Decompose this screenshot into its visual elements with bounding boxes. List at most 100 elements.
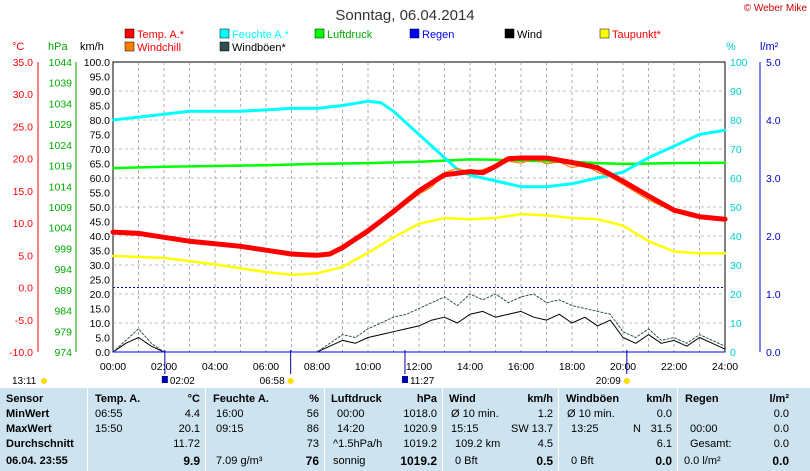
stats-cell: 109.2 km [455, 438, 501, 450]
legend-label: Luftdruck [327, 29, 373, 41]
stats-wind-column: Wind km/h Ø 10 min. 1.2 15:15 SW 13.7 10… [442, 388, 558, 471]
wind-tick-label: 45.0 [90, 217, 111, 229]
series-line-temp-a [110, 155, 728, 258]
stats-cell: 0.0 [773, 438, 789, 450]
time-tick-label: 06:00 [253, 361, 279, 373]
rain-tick-label: 0.0 [766, 347, 781, 359]
wind-tick-label: 25.0 [90, 275, 111, 287]
wind-tick-label: 0.0 [95, 347, 110, 359]
wind-tick-label: 100.0 [84, 57, 110, 69]
wind-tick-label: 55.0 [90, 188, 111, 200]
stats-cell: 4.4 [184, 408, 200, 420]
axes-group: 35.0 30.0 25.0 20.0 15.0 10.0 5.0 0.0 -5.0 -10.0 1… [9, 57, 781, 373]
stats-cell: ^1.5hPa/h [333, 438, 383, 450]
temp-unit-label: °C [12, 41, 24, 53]
stats-current-value: 0.0 [772, 454, 789, 468]
stats-cell: 31.5 [650, 423, 672, 435]
humidity-tick-label: 30 [730, 260, 742, 272]
stats-cell: 7.09 g/m³ [216, 455, 263, 467]
humidity-tick-label: 70 [730, 144, 742, 156]
legend-label: Regen [422, 29, 454, 41]
rain-tick-label: 5.0 [766, 57, 781, 69]
wind-tick-label: 75.0 [90, 130, 111, 142]
stats-rain-column: Regen l/m² 0.0 00:00 0.0 Gesamt: 0.0 0.0… [677, 388, 794, 471]
rain-tick-label: 2.0 [766, 231, 781, 243]
wind-tick-label: 15.0 [90, 304, 111, 316]
stats-gusts-unit: km/h [646, 393, 672, 405]
pressure-unit-label: hPa [48, 41, 68, 53]
stats-cell: 11.72 [173, 438, 200, 450]
pressure-tick-label: 999 [54, 243, 72, 255]
humidity-tick-label: 80 [730, 115, 742, 127]
marker-time-label: 20:09 [596, 376, 621, 387]
stats-cell: sonnig [333, 455, 366, 467]
pressure-tick-label: 1004 [49, 223, 73, 235]
stats-cell: 1019.2 [403, 438, 437, 450]
time-tick-label: 08:00 [304, 361, 330, 373]
stats-cell: 1.2 [537, 408, 553, 420]
stats-cell: 15:50 [95, 423, 123, 435]
stats-humidity-column: Feuchte A. % 16:00 56 09:15 86 73 7.09 g… [205, 388, 324, 471]
pressure-tick-label: 984 [54, 306, 72, 318]
rain-unit-label: l/m² [760, 41, 779, 53]
pressure-tick-label: 994 [54, 264, 72, 276]
humidity-tick-label: 50 [730, 202, 742, 214]
sun-icon [287, 378, 294, 384]
legend-swatch [219, 41, 230, 52]
moon-icon [161, 376, 168, 383]
series-line-taupunkt [111, 212, 727, 276]
time-tick-label: 20:00 [610, 361, 636, 373]
humidity-tick-label: 40 [730, 231, 742, 243]
stats-cell: 15:15 [451, 423, 479, 435]
time-tick-label: 18:00 [559, 361, 585, 373]
legend-label: Windchill [137, 42, 181, 54]
legend-label: Temp. A.* [137, 29, 185, 41]
time-tick-label: 10:00 [355, 361, 381, 373]
stats-cell: 20.1 [178, 423, 200, 435]
stats-temp-column: Temp. A. °C 06:55 4.4 15:50 20.1 11.72 9… [87, 388, 205, 471]
stats-cell: 14:20 [337, 423, 365, 435]
stats-cell: N [633, 423, 641, 435]
wind-tick-label: 30.0 [90, 260, 111, 272]
pressure-tick-label: 974 [54, 347, 72, 359]
series-line-luftdruck [111, 158, 727, 170]
wind-tick-label: 5.0 [95, 333, 110, 345]
temp-tick-label: 30.0 [13, 89, 34, 101]
copyright-text: © Weber Mike [744, 3, 808, 14]
stats-cell: Gesamt: [690, 438, 732, 450]
wind-tick-label: 35.0 [90, 246, 111, 258]
stats-current-value: 0.0 [655, 454, 672, 468]
stats-cell: 09:15 [216, 423, 244, 435]
humidity-tick-label: 10 [730, 318, 742, 330]
temp-tick-label: 15.0 [13, 186, 34, 198]
time-tick-label: 12:00 [406, 361, 432, 373]
sun-icon [623, 378, 630, 384]
time-tick-label: 22:00 [661, 361, 687, 373]
stats-wind-header: Wind [449, 393, 476, 405]
stats-cell: 4.5 [537, 438, 553, 450]
time-markers: 13:11 02:02 06:58 11:27 20:09 [12, 350, 630, 387]
time-tick-label: 00:00 [100, 361, 126, 373]
stats-current-value: 0.5 [536, 454, 553, 468]
chart-title: Sonntag, 06.04.2014 [335, 7, 474, 24]
stats-sensor-header: Sensor [6, 393, 44, 405]
wind-tick-label: 95.0 [90, 72, 111, 84]
wind-tick-label: 20.0 [90, 289, 111, 301]
stats-rain-unit: l/m² [769, 393, 789, 405]
stats-cell: 56 [306, 408, 319, 420]
stats-sensor-column: Sensor MinWert MaxWert Durchschnitt 06.0… [0, 388, 86, 471]
stats-temp-header: Temp. A. [95, 393, 141, 405]
wind-tick-label: 85.0 [90, 101, 111, 113]
stats-humidity-unit: % [309, 393, 319, 405]
stats-gusts-header: Windböen [566, 393, 620, 405]
legend-swatch [124, 41, 135, 52]
stats-pressure-header: Luftdruck [331, 393, 382, 405]
wind-tick-label: 50.0 [90, 202, 111, 214]
temp-tick-label: 35.0 [13, 57, 34, 69]
pressure-tick-label: 1034 [49, 98, 73, 110]
stats-rain-header: Regen [685, 393, 719, 405]
stats-gusts-column: Windböen km/h Ø 10 min. 0.0 13:25 N 31.5… [558, 388, 677, 471]
legend-swatch [314, 28, 325, 39]
grid-lines [113, 62, 725, 352]
temp-tick-label: 10.0 [13, 218, 34, 230]
